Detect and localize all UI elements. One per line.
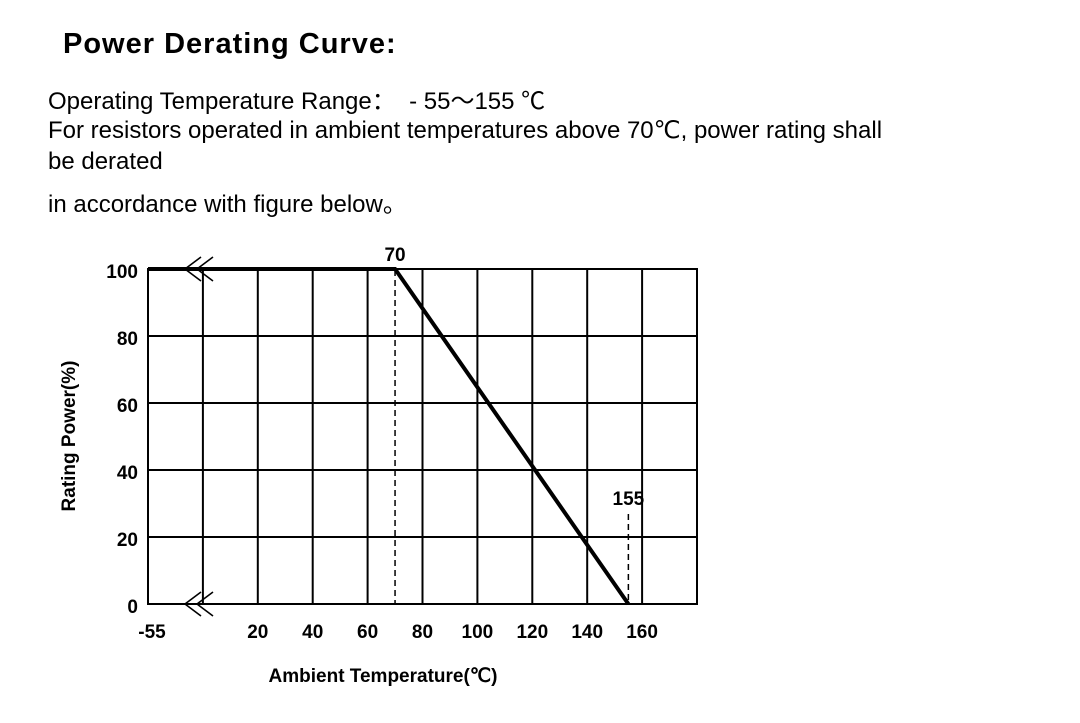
derating-line	[148, 267, 631, 606]
y-tick-label: 0	[127, 597, 138, 618]
paragraph: be derated	[48, 148, 163, 175]
y-tick-label: 40	[117, 463, 138, 484]
x-tick-label: 160	[626, 622, 658, 643]
x-tick-label: 80	[412, 622, 433, 643]
annotation-label: 70	[384, 245, 405, 266]
y-tick-label: 60	[117, 396, 138, 417]
annotation-label: 155	[613, 489, 645, 510]
break-marks	[183, 256, 214, 617]
x-tick-label: 100	[462, 622, 494, 643]
paragraph: For resistors operated in ambient temper…	[48, 117, 883, 144]
y-tick-label: 20	[117, 530, 138, 551]
paragraph: Operating Temperature Range： - 55～155 ℃	[48, 88, 546, 115]
title: Power Derating Curve:	[63, 28, 397, 60]
x-axis-title: Ambient Temperature(℃)	[269, 666, 498, 687]
y-axis-title: Rating Power(%)	[59, 361, 80, 512]
y-tick-label: 80	[117, 329, 138, 350]
paragraph: in accordance with figure below。	[48, 191, 407, 218]
y-tick-label: 100	[106, 262, 138, 283]
x-tick-label: 60	[357, 622, 378, 643]
x-tick-label: 120	[516, 622, 548, 643]
x-tick-label: 140	[571, 622, 603, 643]
x-tick-label: -55	[138, 622, 166, 643]
x-tick-label: 40	[302, 622, 323, 643]
x-tick-label: 20	[247, 622, 268, 643]
